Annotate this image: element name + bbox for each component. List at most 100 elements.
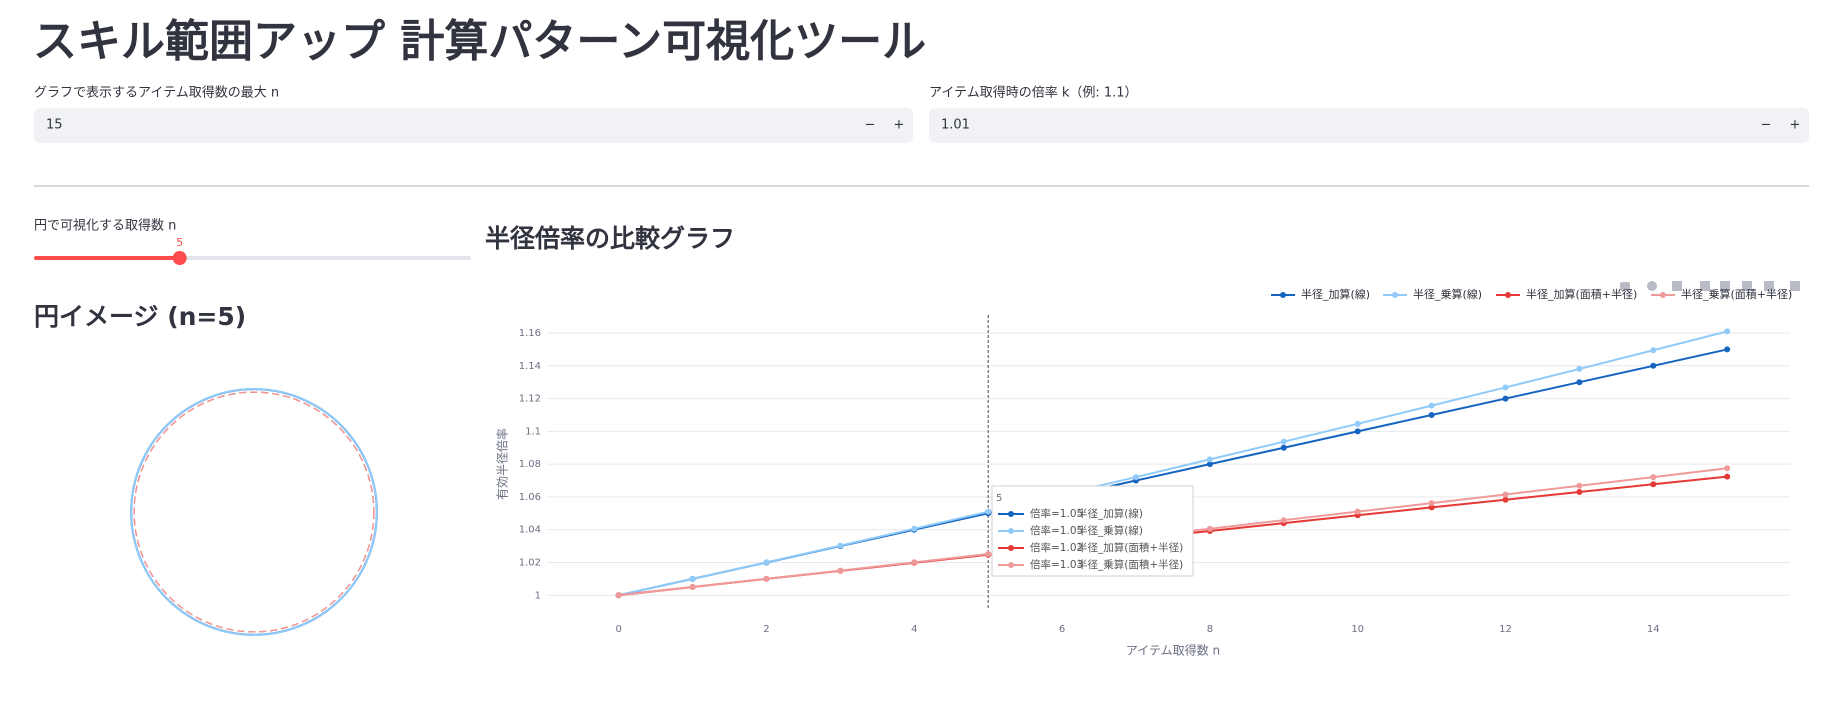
y-tick-label: 1.02 [519,557,541,568]
x-axis-title: アイテム取得数 n [1126,643,1220,658]
number-input[interactable] [929,108,1809,143]
tooltip-marker [1008,511,1014,517]
y-axis-title: 有効半径倍率 [495,428,510,500]
tooltip-name: 半径_乗算(線) [1077,524,1143,537]
point [1724,465,1731,472]
modebar-button[interactable] [1620,282,1630,291]
input-label: グラフで表示するアイテム取得数の最大 n [34,85,279,101]
point [1502,496,1509,503]
x-tick-label: 8 [1207,624,1213,635]
legend-marker [1392,292,1398,298]
number-input[interactable] [34,108,913,143]
x-tick-label: 10 [1351,624,1364,635]
tooltip-value: 倍率=1.03 [1030,559,1083,571]
legend-marker [1660,292,1666,298]
x-tick-label: 2 [763,624,769,635]
tooltip-value: 倍率=1.02 [1030,542,1083,554]
point [1650,347,1657,354]
y-tick-label: 1.16 [519,328,541,339]
point [1206,525,1213,532]
input-label: アイテム取得時の倍率 k（例: 1.1） [929,85,1138,101]
input-value: 15 [46,118,63,133]
point [1354,428,1361,435]
y-tick-label: 1.14 [519,361,541,372]
point [911,525,918,532]
point [1428,500,1435,507]
legend-label: 半径_乗算(面積+半径) [1681,287,1792,301]
point [763,559,770,566]
range-circle [133,391,375,633]
y-tick-label: 1.08 [519,459,541,470]
modebar-button[interactable] [1790,281,1800,291]
point [1354,420,1361,427]
x-tick-label: 6 [1059,624,1065,635]
point [1280,517,1287,524]
tooltip-value: 倍率=1.05 [1030,525,1083,537]
modebar-button[interactable] [1647,281,1657,291]
point [1206,456,1213,463]
range-circle [130,388,378,636]
range-circle [130,388,378,636]
y-tick-label: 1.1 [525,426,541,437]
point [1428,411,1435,418]
point [1280,438,1287,445]
point [1428,504,1435,511]
tooltip-x: 5 [996,493,1002,504]
tooltip-name: 半径_加算(線) [1077,507,1143,520]
y-tick-label: 1 [535,590,541,601]
point [689,575,696,582]
point [911,559,918,566]
point [1724,346,1731,353]
x-tick-label: 14 [1647,624,1660,635]
tooltip-name: 半径_乗算(面積+半径) [1077,558,1183,571]
legend-label: 半径_加算(線) [1301,287,1370,301]
series-line [618,330,1728,597]
modebar-button[interactable] [1672,281,1682,291]
y-tick-label: 1.06 [519,492,541,503]
point [1502,384,1509,391]
point [615,592,622,599]
point [1576,482,1583,489]
modebar-button[interactable] [1764,281,1774,291]
x-tick-label: 12 [1499,624,1512,635]
point [1502,491,1509,498]
increment-button[interactable]: + [1790,118,1801,133]
increment-button[interactable]: + [894,118,905,133]
point [689,584,696,591]
point [1576,489,1583,495]
modebar-button[interactable] [1700,281,1710,291]
slider-thumb[interactable] [172,251,187,265]
range-circle [133,391,375,633]
input-value: 1.01 [941,118,970,133]
y-tick-label: 1.12 [519,394,541,405]
point [1650,481,1657,488]
legend-marker [1280,292,1286,298]
point [1724,473,1731,480]
point [1724,328,1731,335]
modebar-button[interactable] [1742,281,1752,291]
tooltip-marker [1008,545,1014,551]
legend-marker [1505,292,1511,298]
point [1650,474,1657,481]
point [1650,362,1657,369]
point [837,542,844,549]
decrement-button[interactable]: − [865,118,876,133]
slider-fill [34,256,180,260]
tooltip-value: 倍率=1.05 [1030,508,1083,520]
modebar-button[interactable] [1720,281,1730,291]
section-title: 円イメージ (n=5) [34,302,246,331]
point [985,508,992,515]
chart-title: 半径倍率の比較グラフ [485,224,735,253]
point [1354,508,1361,515]
point [1280,444,1287,451]
tooltip-marker [1008,528,1014,534]
slider-value: 5 [176,236,183,249]
tooltip-box [991,485,1194,577]
decrement-button[interactable]: − [1761,118,1772,133]
tooltip-marker [1008,562,1014,568]
point [1576,379,1583,386]
point [1576,365,1583,372]
point [837,567,844,574]
